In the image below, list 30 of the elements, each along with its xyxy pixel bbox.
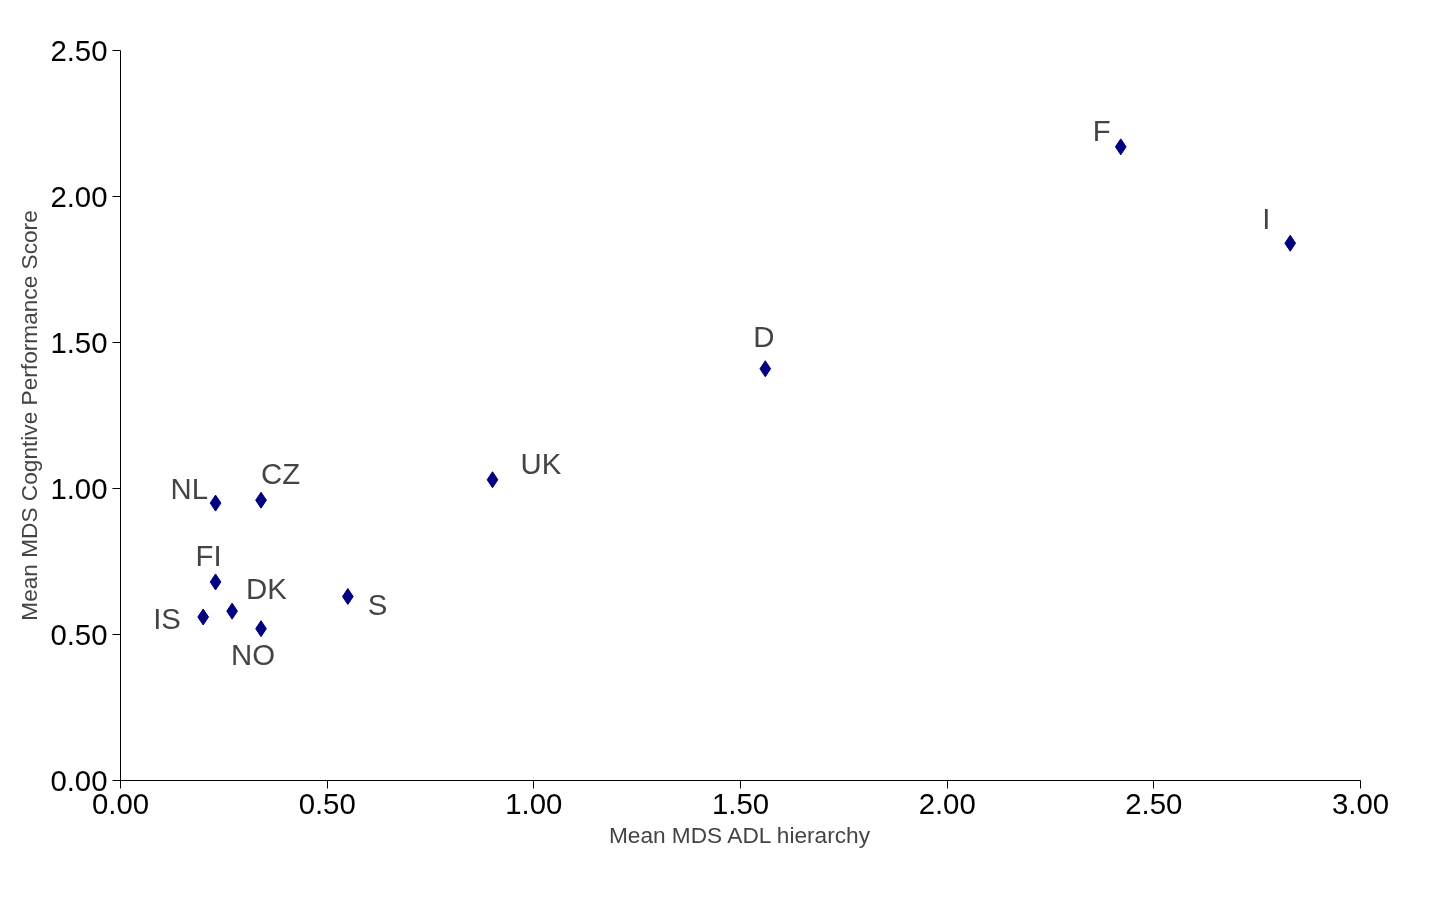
- annotation: I: [1262, 202, 1271, 236]
- x-tick-label: 3.00: [1331, 786, 1390, 820]
- y-tick-label: 0.50: [50, 617, 108, 651]
- annotation: NO: [231, 637, 276, 671]
- y-tick-label: 2.00: [50, 179, 108, 213]
- annotation: NL: [170, 472, 209, 506]
- x-tick-label: 2.50: [1125, 786, 1183, 820]
- y-axis-title: Mean MDS Cogntive Performance Score: [16, 210, 43, 621]
- point: [1284, 234, 1297, 252]
- point: [759, 360, 772, 378]
- annotation: CZ: [261, 457, 301, 491]
- y-tick-label: 2.50: [50, 33, 108, 67]
- annotation: D: [753, 319, 775, 353]
- x-tick-label: 1.00: [505, 786, 563, 820]
- annotation: IS: [153, 601, 181, 635]
- point: [209, 494, 222, 512]
- x-axis-title: Mean MDS ADL hierarchy: [608, 821, 871, 848]
- annotation: DK: [246, 572, 288, 606]
- point: [209, 573, 222, 591]
- x-tick-label: 1.50: [711, 786, 770, 820]
- point: [486, 471, 499, 489]
- annotation: UK: [520, 446, 562, 480]
- x-tick-label: 2.00: [918, 786, 976, 820]
- annotation: F: [1092, 113, 1111, 147]
- point: [1114, 138, 1127, 156]
- y-tick-label: 1.00: [50, 471, 108, 505]
- y-tick-label: 1.50: [50, 325, 108, 359]
- annotation: S: [367, 587, 388, 621]
- x-tick-label: 0.50: [298, 786, 356, 820]
- annotation: FI: [195, 538, 222, 572]
